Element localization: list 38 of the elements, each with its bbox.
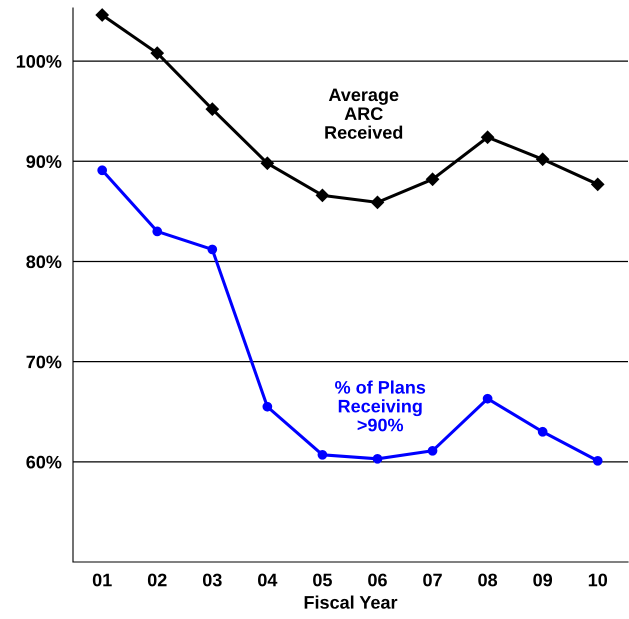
text: Average ARC Received <box>325 88 402 139</box>
point <box>260 156 274 170</box>
y-tick-label: 100% <box>16 55 62 68</box>
x-tick-label: 08 <box>478 574 498 586</box>
point <box>316 188 330 202</box>
point <box>207 244 218 254</box>
y-tick-label: 70% <box>26 356 62 368</box>
point <box>538 426 548 437</box>
x-tick-label: 07 <box>423 574 442 586</box>
point <box>150 46 164 60</box>
point <box>97 165 108 176</box>
series-label: % of Plans Receiving >90% <box>335 380 426 432</box>
x-tick-label: 09 <box>533 574 552 586</box>
x-tick-label: 06 <box>368 574 387 586</box>
y-tick-label: 80% <box>26 255 62 268</box>
point <box>481 130 494 144</box>
point <box>482 394 492 404</box>
point <box>318 450 328 460</box>
point <box>426 172 440 186</box>
y-tick-label: 90% <box>26 155 62 168</box>
x-tick-label: 01 <box>92 574 112 586</box>
x-tick-label: 04 <box>258 574 278 586</box>
point <box>152 226 162 236</box>
point <box>372 454 382 464</box>
point <box>370 196 384 209</box>
point <box>591 178 604 191</box>
point <box>536 152 550 166</box>
point <box>96 8 109 22</box>
point <box>206 102 219 116</box>
y-tick-label: 60% <box>26 456 62 469</box>
x-tick-label: 05 <box>313 574 332 586</box>
x-tick-label: 02 <box>148 574 167 586</box>
point <box>262 402 272 412</box>
point <box>428 446 438 456</box>
x-tick-label: 10 <box>588 574 608 586</box>
x-tick-label: 03 <box>202 574 222 586</box>
point <box>592 456 603 466</box>
x-axis-title: Fiscal Year <box>304 596 398 609</box>
